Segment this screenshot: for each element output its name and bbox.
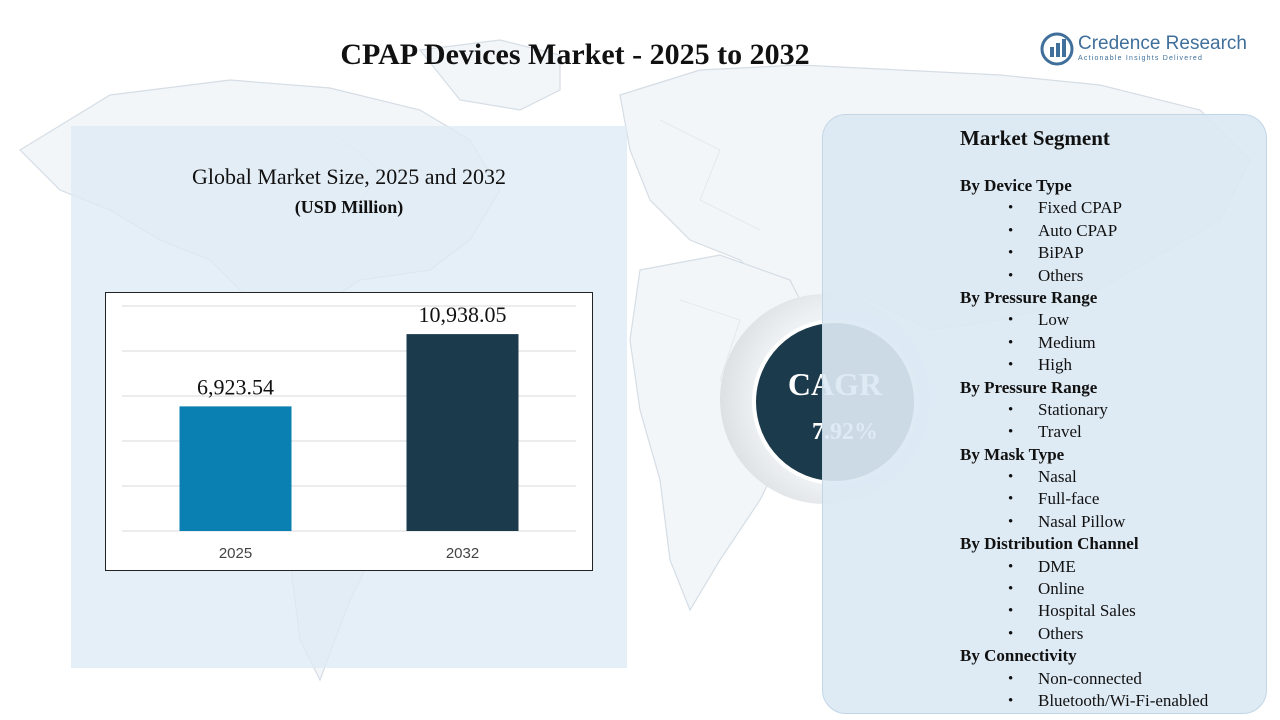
segment-group-title: By Distribution Channel bbox=[960, 534, 1139, 554]
logo-mark-icon bbox=[1040, 32, 1074, 66]
segment-group-title: By Connectivity bbox=[960, 646, 1077, 666]
segment-item-label: Auto CPAP bbox=[1038, 220, 1118, 240]
bullet-icon: • bbox=[1008, 245, 1014, 262]
bullet-icon: • bbox=[1008, 513, 1014, 530]
segment-item: • Low bbox=[960, 309, 1260, 331]
segment-item-label: Others bbox=[1038, 623, 1084, 643]
bullet-icon: • bbox=[1008, 200, 1014, 217]
bar-2025 bbox=[179, 406, 292, 531]
market-segment-panel bbox=[822, 114, 1267, 714]
bar-chart: 6,923.54 2025 10,938.05 2032 bbox=[105, 292, 593, 571]
segment-item-label: Hospital Sales bbox=[1038, 601, 1136, 621]
segment-item: • Others bbox=[960, 623, 1260, 645]
chart-title: Global Market Size, 2025 and 2032 bbox=[191, 164, 507, 189]
market-segment-heading: Market Segment bbox=[960, 126, 1110, 150]
segment-item-label: Stationary bbox=[1038, 399, 1108, 419]
segment-item: • Online bbox=[960, 578, 1260, 600]
market-segment-list: By Device Type • Fixed CPAP • Auto CPAP • BiPA… bbox=[960, 175, 1260, 712]
segment-item: • Stationary bbox=[960, 399, 1260, 421]
logo-name: Credence Research bbox=[1078, 33, 1247, 54]
segment-item-label: Nasal Pillow bbox=[1038, 511, 1126, 531]
segment-item: • Nasal Pillow bbox=[960, 511, 1260, 533]
segment-item-label: Low bbox=[1038, 310, 1070, 330]
bullet-icon: • bbox=[1008, 581, 1014, 598]
bullet-icon: • bbox=[1008, 558, 1014, 575]
segment-group-title: By Mask Type bbox=[960, 444, 1065, 464]
segment-item: • Nasal bbox=[960, 466, 1260, 488]
segment-item: • Hospital Sales bbox=[960, 600, 1260, 622]
bullet-icon: • bbox=[1008, 603, 1014, 620]
segment-item-label: Full-face bbox=[1038, 489, 1100, 509]
segment-group-title: By Device Type bbox=[960, 176, 1072, 195]
segment-item: • BiPAP bbox=[960, 242, 1260, 264]
bullet-icon: • bbox=[1008, 692, 1014, 709]
bullet-icon: • bbox=[1008, 491, 1014, 508]
bullet-icon: • bbox=[1008, 424, 1014, 441]
brand-logo: Credence Research Actionable Insights De… bbox=[1040, 32, 1260, 68]
segment-item-label: High bbox=[1038, 355, 1072, 375]
bullet-icon: • bbox=[1008, 469, 1014, 486]
bullet-icon: • bbox=[1008, 670, 1014, 687]
segment-item-label: Travel bbox=[1038, 422, 1082, 442]
segment-item-label: Medium bbox=[1038, 332, 1096, 352]
logo-tagline: Actionable Insights Delivered bbox=[1078, 55, 1204, 62]
bar-2032 bbox=[406, 334, 519, 531]
bar-value-label: 10,938.05 bbox=[419, 302, 507, 327]
segment-item-label: Nasal bbox=[1038, 467, 1077, 487]
segment-group-title: By Pressure Range bbox=[960, 287, 1098, 307]
x-tick-label: 2032 bbox=[446, 545, 479, 562]
chart-subtitle: (USD Million) bbox=[294, 197, 404, 217]
bar-chart-svg: 6,923.54 2025 10,938.05 2032 bbox=[122, 302, 576, 562]
segment-item-label: Others bbox=[1038, 265, 1084, 285]
bullet-icon: • bbox=[1008, 401, 1014, 418]
segment-item: • Full-face bbox=[960, 488, 1260, 510]
segment-item: • High bbox=[960, 354, 1260, 376]
segment-item-label: Bluetooth/Wi-Fi-enabled bbox=[1038, 690, 1209, 710]
segment-item-label: Online bbox=[1038, 579, 1085, 599]
segment-item-label: Fixed CPAP bbox=[1038, 198, 1122, 218]
segment-item: • Non-connected bbox=[960, 668, 1260, 690]
bullet-icon: • bbox=[1008, 625, 1014, 642]
segment-group-title: By Pressure Range bbox=[960, 377, 1098, 397]
x-tick-label: 2025 bbox=[219, 545, 252, 562]
segment-item: • Travel bbox=[960, 421, 1260, 443]
bullet-icon: • bbox=[1008, 357, 1014, 374]
segment-item: • Medium bbox=[960, 332, 1260, 354]
bullet-icon: • bbox=[1008, 267, 1014, 284]
bullet-icon: • bbox=[1008, 312, 1014, 329]
page-title: CPAP Devices Market - 2025 to 2032 bbox=[340, 38, 810, 71]
segment-item: • DME bbox=[960, 556, 1260, 578]
segment-item-label: BiPAP bbox=[1038, 243, 1084, 263]
segment-item-label: Non-connected bbox=[1038, 668, 1142, 688]
segment-item: • Fixed CPAP bbox=[960, 197, 1260, 219]
bullet-icon: • bbox=[1008, 222, 1014, 239]
segment-item-label: DME bbox=[1038, 556, 1076, 576]
segment-item: • Bluetooth/Wi-Fi-enabled bbox=[960, 690, 1260, 712]
bar-value-label: 6,923.54 bbox=[197, 374, 274, 399]
segment-item: • Others bbox=[960, 265, 1260, 287]
segment-item: • Auto CPAP bbox=[960, 220, 1260, 242]
bullet-icon: • bbox=[1008, 334, 1014, 351]
